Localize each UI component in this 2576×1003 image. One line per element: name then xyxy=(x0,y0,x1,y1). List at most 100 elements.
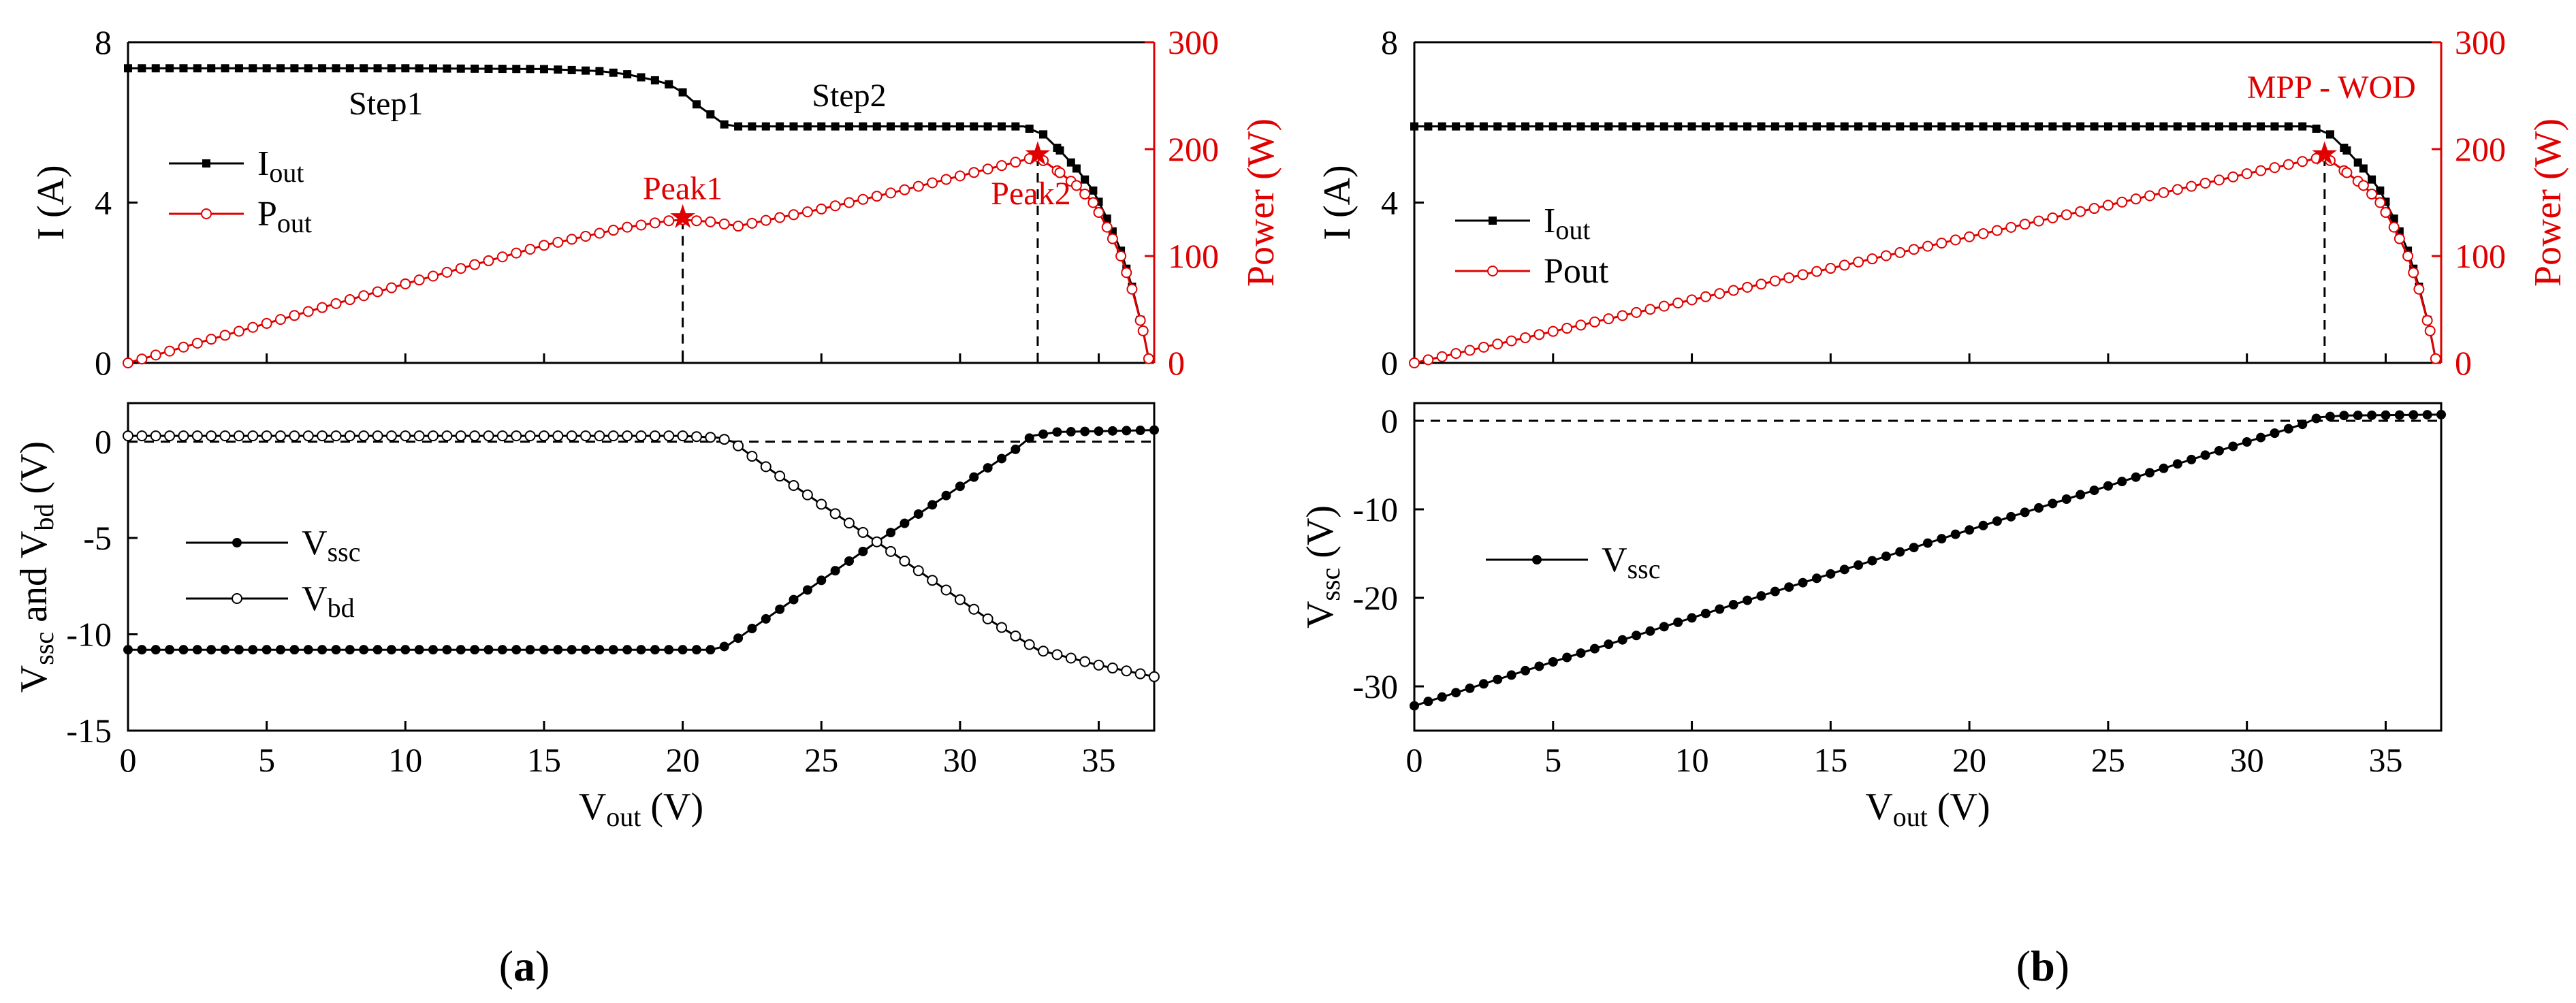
data-point-Pout xyxy=(1755,278,1767,290)
data-point-Vbd xyxy=(760,461,772,473)
data-point-Pout xyxy=(1686,294,1698,306)
data-point-Pout xyxy=(733,221,744,232)
y2-tick-label: 0 xyxy=(2455,344,2472,382)
legend-marker-Vssc xyxy=(232,538,242,547)
data-point-Pout xyxy=(2374,197,2386,208)
data-point-Pout xyxy=(1506,335,1517,347)
data-point-Iout xyxy=(1826,122,1835,131)
data-point-Vssc xyxy=(2172,459,2182,469)
data-point-Vssc xyxy=(483,645,494,655)
y-tick-label: 4 xyxy=(1381,184,1398,222)
data-point-Iout xyxy=(887,122,895,131)
data-point-Iout xyxy=(318,64,327,73)
annotation-step1: Step1 xyxy=(349,86,423,122)
data-point-Iout xyxy=(1521,122,1530,131)
data-point-Pout xyxy=(455,263,466,274)
data-point-Pout xyxy=(1134,315,1146,326)
legend-label-Iout: Iout xyxy=(1544,202,1590,245)
data-point-Vbd xyxy=(455,430,466,442)
data-point-Iout xyxy=(789,122,798,131)
data-point-Vssc xyxy=(1094,426,1104,436)
y-tick-label: -15 xyxy=(66,712,112,750)
data-point-Vbd xyxy=(996,622,1007,633)
y2-axis-title: Power (W) xyxy=(1240,118,1282,287)
data-point-Vbd xyxy=(302,430,314,442)
data-point-Vssc xyxy=(1854,560,1864,570)
data-point-Vssc xyxy=(608,645,618,655)
data-point-Vssc xyxy=(1604,639,1614,650)
data-point-Pout xyxy=(1492,338,1504,350)
data-point-Pout xyxy=(2061,209,2072,221)
data-point-Vssc xyxy=(1895,547,1905,557)
data-point-Pout xyxy=(1908,244,1920,255)
data-point-Vssc xyxy=(456,645,466,655)
data-point-Vssc xyxy=(2034,503,2044,513)
data-point-Vssc xyxy=(2270,428,2280,439)
data-point-Vssc xyxy=(2256,432,2266,443)
data-point-Pout xyxy=(1603,313,1615,325)
data-point-Vssc xyxy=(2187,454,2197,464)
data-point-Vssc xyxy=(678,645,688,655)
data-point-Iout xyxy=(1701,122,1710,131)
x-tick-label: 15 xyxy=(527,741,561,779)
data-point-Pout xyxy=(2047,212,2058,223)
data-point-Vbd xyxy=(1079,656,1091,667)
data-point-Iout xyxy=(2284,122,2293,131)
data-point-Vssc xyxy=(1576,648,1586,658)
data-point-Pout xyxy=(871,191,882,202)
data-point-Pout xyxy=(1101,221,1113,233)
data-point-Iout xyxy=(151,64,160,73)
data-point-Iout xyxy=(2242,122,2251,131)
data-point-Iout xyxy=(1055,146,1064,155)
data-point-Pout xyxy=(1450,348,1462,360)
data-point-Vssc xyxy=(816,575,827,586)
data-point-Pout xyxy=(2186,180,2197,192)
data-point-Pout xyxy=(524,243,536,255)
data-point-Vssc xyxy=(2422,410,2432,420)
y2-tick-label: 200 xyxy=(2455,130,2506,168)
data-point-Iout xyxy=(2257,122,2265,131)
data-point-Iout xyxy=(1757,122,1766,131)
data-point-Vbd xyxy=(954,594,966,605)
data-point-Pout xyxy=(2402,251,2414,261)
data-point-Vbd xyxy=(968,603,980,615)
data-point-Vbd xyxy=(718,434,730,445)
data-point-Pout xyxy=(1478,341,1489,353)
data-point-Pout xyxy=(1436,351,1448,362)
data-point-Vssc xyxy=(733,633,744,643)
data-point-Vbd xyxy=(164,430,176,442)
data-point-Vssc xyxy=(2394,410,2404,420)
data-point-Iout xyxy=(1632,122,1641,131)
data-point-Iout xyxy=(262,64,271,73)
data-point-Iout xyxy=(2376,186,2385,195)
data-point-Pout xyxy=(441,266,453,278)
data-point-Pout xyxy=(1079,188,1091,200)
data-point-Vssc xyxy=(830,566,840,576)
data-point-Vbd xyxy=(289,430,300,442)
data-point-Pout xyxy=(1087,197,1099,208)
data-point-Vssc xyxy=(1659,622,1669,632)
data-point-Vssc xyxy=(1687,613,1697,623)
data-point-Vssc xyxy=(165,645,175,655)
data-point-Vbd xyxy=(746,451,758,462)
data-point-Iout xyxy=(665,80,673,89)
data-point-Pout xyxy=(1575,319,1587,331)
data-point-Vssc xyxy=(220,645,230,655)
data-point-Pout xyxy=(233,325,244,337)
data-point-Vssc xyxy=(664,645,674,655)
data-point-Pout xyxy=(1054,167,1066,178)
data-point-Pout xyxy=(954,170,966,182)
data-point-Vbd xyxy=(788,479,799,491)
data-point-Iout xyxy=(595,67,604,76)
data-point-Iout xyxy=(872,122,881,131)
data-point-Vssc xyxy=(2381,410,2391,420)
data-point-Pout xyxy=(2213,174,2225,186)
data-point-Vssc xyxy=(2089,485,2099,496)
data-point-Pout xyxy=(2283,159,2294,170)
data-point-Vssc xyxy=(636,645,646,655)
data-point-Vssc xyxy=(1673,617,1683,627)
chart-b_top: 0 4 8 0 100 200 300 I (A) Power (W) ★ MPP - WOD Iou… xyxy=(1316,23,2569,382)
chart-a_bottom: 0 5 10 15 20 25 30 35 -15 -10 -5 0 Vout (V) Vssc and … xyxy=(13,402,1160,832)
data-point-Vbd xyxy=(871,536,882,547)
data-point-Vssc xyxy=(1562,652,1572,663)
